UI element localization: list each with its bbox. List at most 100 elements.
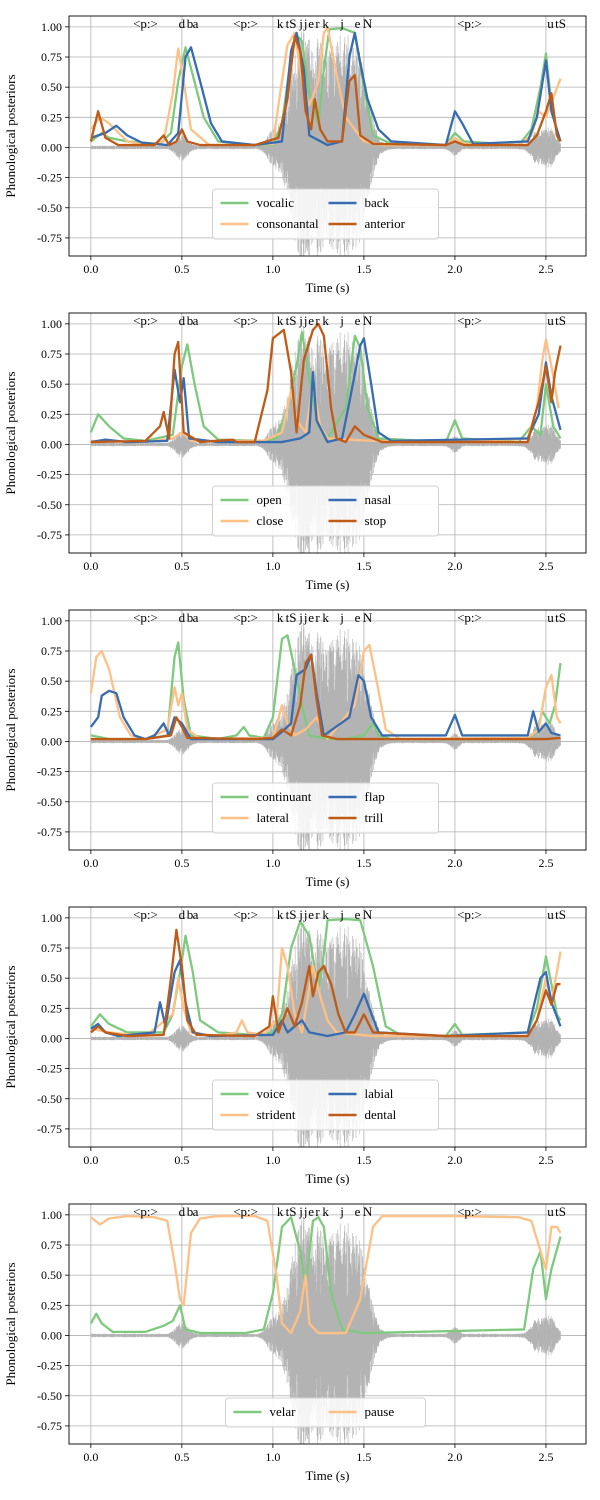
- phone-label: <p:>: [457, 313, 482, 328]
- x-tick-label: 0.5: [174, 262, 189, 276]
- x-tick-label: 2.5: [538, 1450, 553, 1464]
- legend-label-back: back: [365, 195, 390, 210]
- phone-label: e: [355, 907, 361, 922]
- phone-label: e: [308, 16, 314, 31]
- y-tick-label: 0.25: [41, 110, 62, 124]
- y-tick-label: -0.50: [37, 201, 62, 215]
- audio-waveform: [90, 1217, 561, 1444]
- legend-label-continuant: continuant: [257, 789, 312, 804]
- series-line-open: [89, 331, 562, 444]
- legend-label-labial: labial: [365, 1086, 394, 1101]
- y-tick-label: 0.25: [41, 1298, 62, 1312]
- legend-label-nasal: nasal: [365, 492, 392, 507]
- series-line-stop: [90, 322, 562, 444]
- y-tick-label: -0.75: [37, 825, 62, 839]
- phone-label: k: [277, 907, 284, 922]
- y-axis-label: Phonological posteriors: [3, 668, 18, 791]
- series-line-pause: [90, 1214, 562, 1335]
- legend-label-flap: flap: [365, 789, 385, 804]
- audio-waveform: [90, 326, 561, 553]
- x-tick-label: 0.5: [174, 856, 189, 870]
- legend-label-stop: stop: [365, 513, 387, 528]
- legend-label-open: open: [257, 492, 283, 507]
- phone-label: e: [308, 907, 314, 922]
- phone-label: k: [277, 610, 284, 625]
- phone-label: j: [339, 610, 344, 625]
- phone-label: tS: [555, 1204, 566, 1219]
- legend-box: [212, 188, 439, 240]
- phone-label: e: [355, 610, 361, 625]
- x-tick-label: 2.0: [447, 1450, 462, 1464]
- axes-frame: [68, 906, 587, 1148]
- y-axis-label: Phonological posteriors: [3, 965, 18, 1088]
- series-line-flap: [89, 653, 561, 741]
- y-tick-label: -0.50: [37, 795, 62, 809]
- phone-label: N: [363, 313, 373, 328]
- x-axis-label: Time (s): [306, 874, 350, 889]
- y-tick-label: -0.25: [37, 468, 62, 482]
- chart-panel-1: <p:> d b a <p:> k tS j j e r k j e N <p:> u tS0.0 0.5 1.0 1.…: [3, 15, 587, 295]
- legend-label-vocalic: vocalic: [257, 195, 295, 210]
- phone-label: b: [187, 313, 194, 328]
- phone-label: a: [193, 16, 199, 31]
- phone-label: <p:>: [133, 313, 158, 328]
- y-tick-label: 1.00: [41, 20, 62, 34]
- x-tick-label: 1.5: [356, 1153, 371, 1167]
- phone-label: a: [193, 313, 199, 328]
- phone-label: u: [547, 907, 554, 922]
- y-tick-label: 0.00: [41, 1031, 62, 1045]
- legend-box: [212, 782, 439, 834]
- y-tick-label: 1.00: [41, 317, 62, 331]
- y-tick-label: -0.75: [37, 528, 62, 542]
- phone-label: <p:>: [233, 610, 258, 625]
- phone-label: <p:>: [233, 1204, 258, 1219]
- phone-label: d: [179, 16, 186, 31]
- x-tick-label: 0.5: [174, 559, 189, 573]
- phone-label: a: [193, 610, 199, 625]
- y-axis-label: Phonological posteriors: [3, 371, 18, 494]
- phone-label: r: [315, 16, 320, 31]
- y-tick-label: -0.75: [37, 1122, 62, 1136]
- phone-label: r: [315, 1204, 320, 1219]
- y-tick-label: -0.25: [37, 1062, 62, 1076]
- y-tick-label: 1.00: [41, 614, 62, 628]
- phone-label: k: [322, 610, 329, 625]
- phone-label: j: [298, 16, 303, 31]
- y-tick-label: 0.75: [41, 1238, 62, 1252]
- audio-waveform: [90, 920, 561, 1147]
- legend-box: [212, 1079, 439, 1131]
- phone-label: <p:>: [133, 907, 158, 922]
- y-tick-label: 0.50: [41, 1268, 62, 1282]
- legend: continuant lateral flap trill: [212, 782, 439, 834]
- phone-label: r: [315, 610, 320, 625]
- phone-label: b: [187, 907, 194, 922]
- audio-waveform: [90, 623, 561, 850]
- x-tick-label: 1.5: [356, 559, 371, 573]
- phone-label: k: [322, 16, 329, 31]
- phone-label: u: [547, 16, 554, 31]
- phone-label: j: [303, 16, 308, 31]
- y-tick-label: 0.50: [41, 80, 62, 94]
- chart-panel-5: <p:> d b a <p:> k tS j j e r k j e N <p:> u tS0.0 0.5 1.0 1.…: [3, 1203, 587, 1483]
- chart-panel-4: <p:> d b a <p:> k tS j j e r k j e N <p:> u tS0.0 0.5 1.0 1.…: [3, 906, 587, 1186]
- x-tick-label: 1.0: [265, 856, 280, 870]
- phone-label: j: [303, 610, 308, 625]
- phone-label: tS: [286, 610, 297, 625]
- phone-label: a: [193, 907, 199, 922]
- x-axis-label: Time (s): [306, 280, 350, 295]
- phone-label: N: [363, 610, 373, 625]
- phone-label: j: [298, 313, 303, 328]
- phone-label: e: [308, 1204, 314, 1219]
- y-tick-label: 0.00: [41, 437, 62, 451]
- legend-label-lateral: lateral: [257, 810, 290, 825]
- x-tick-label: 0.5: [174, 1450, 189, 1464]
- phone-label: e: [355, 1204, 361, 1219]
- y-axis-label: Phonological posteriors: [3, 1262, 18, 1385]
- x-tick-label: 2.0: [447, 1153, 462, 1167]
- x-tick-label: 0.0: [83, 262, 98, 276]
- phone-label: j: [303, 313, 308, 328]
- phone-label: <p:>: [133, 610, 158, 625]
- phone-label: <p:>: [457, 907, 482, 922]
- phone-label: N: [363, 907, 373, 922]
- y-tick-label: 0.75: [41, 347, 62, 361]
